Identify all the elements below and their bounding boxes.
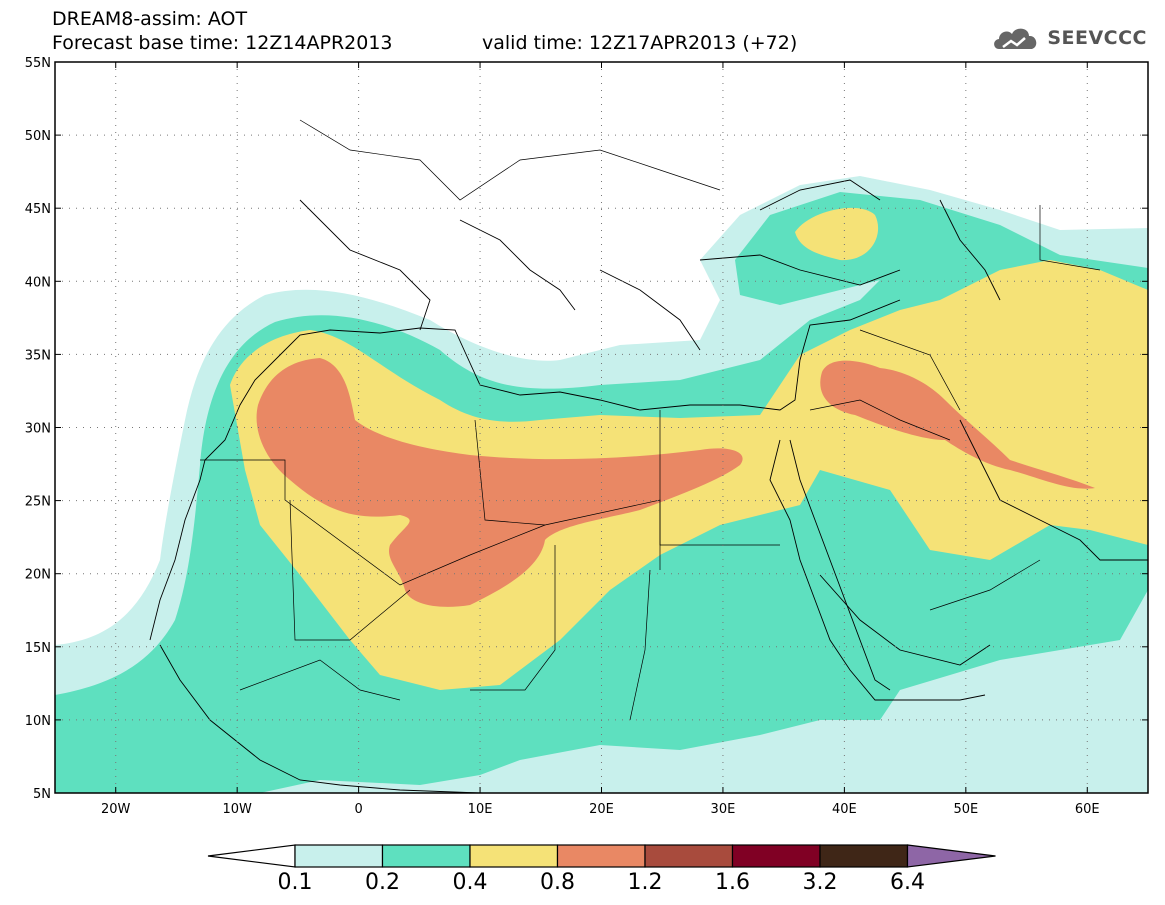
colorbar-label: 0.4	[452, 870, 488, 895]
lat-tick-label: 25N	[25, 495, 51, 510]
aot-band-0.8-iraq	[820, 360, 1095, 489]
coastlines	[149, 179, 1148, 793]
colorbar-segment	[381, 844, 471, 868]
lat-tick-label: 50N	[25, 129, 51, 144]
lat-tick-label: 55N	[25, 56, 51, 71]
aot-band-0.8	[256, 358, 743, 607]
forecast-base-time: Forecast base time: 12Z14APR2013	[52, 32, 393, 54]
colorbar-over-arrow	[906, 844, 996, 868]
lat-tick-label: 5N	[33, 787, 51, 802]
lat-tick-label: 45N	[25, 202, 51, 217]
lon-tick-label: 20E	[589, 802, 614, 817]
lat-tick-label: 10N	[25, 714, 51, 729]
lat-tick-label: 15N	[25, 641, 51, 656]
lon-tick-label: 50E	[953, 802, 978, 817]
aot-band-0.4-caucasus	[795, 207, 879, 261]
logo-text: SEEVCCC	[1047, 27, 1147, 49]
product-title: DREAM8-assim: AOT	[52, 8, 248, 30]
colorbar-segment	[644, 844, 734, 868]
valid-time: valid time: 12Z17APR2013 (+72)	[482, 32, 798, 54]
lon-tick-label: 20W	[101, 802, 131, 817]
lat-tick-label: 30N	[25, 422, 51, 437]
seevccc-logo: SEEVCCC	[991, 22, 1147, 54]
lon-tick-label: 0	[354, 802, 362, 817]
cloud-icon	[994, 28, 1037, 49]
lon-tick-label: 30E	[711, 802, 736, 817]
colorbar-label: 1.2	[627, 870, 663, 895]
lon-tick-label: 40E	[832, 802, 857, 817]
colorbar-segment	[556, 844, 646, 868]
colorbar-label: 3.2	[802, 870, 838, 895]
colorbar-label: 0.2	[365, 870, 400, 895]
borders	[200, 119, 1101, 721]
lat-tick-label: 20N	[25, 568, 51, 583]
lat-tick-label: 40N	[25, 275, 51, 290]
colorbar-under-arrow	[207, 844, 296, 868]
colorbar-segment	[469, 844, 559, 868]
graticule	[55, 62, 1148, 793]
colorbar-segment	[731, 844, 821, 868]
colorbar-label: 6.4	[890, 870, 925, 895]
colorbar-label: 0.8	[540, 870, 575, 895]
colorbar-label: 1.6	[715, 870, 750, 895]
lon-tick-label: 10W	[222, 802, 252, 817]
lon-tick-label: 60E	[1075, 802, 1100, 817]
colorbar-segment	[294, 844, 384, 868]
axis-ticks: 5N 10N 15N 20N 25N 30N 35N 40N 45N 50N 55N 20W 10W 0 1…	[25, 56, 1148, 817]
lat-tick-label: 35N	[25, 348, 51, 363]
lon-tick-label: 10E	[468, 802, 493, 817]
colorbar-label: 0.1	[277, 870, 313, 895]
colorbar	[207, 844, 996, 868]
colorbar-segment	[819, 844, 909, 868]
